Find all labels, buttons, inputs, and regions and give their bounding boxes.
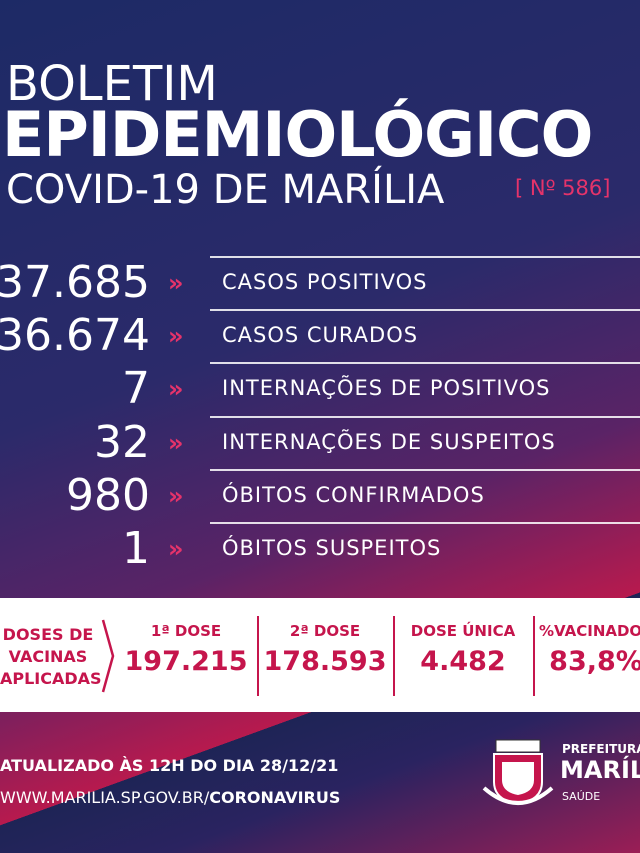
stat-label: CASOS POSITIVOS — [222, 270, 428, 294]
vaccine-heading: DOSES DE VACINAS APLICADAS — [0, 624, 102, 690]
chevron: » — [168, 428, 184, 457]
vaccine-item: DOSE ÚNICA 4.482 — [393, 622, 533, 677]
separator — [210, 309, 640, 312]
vaccine-label: 1ª DOSE — [150, 622, 222, 640]
vaccine-value: 178.593 — [263, 646, 387, 677]
title-line1: BOLETIM — [6, 56, 218, 112]
separator — [210, 415, 640, 418]
coat-of-arms — [482, 739, 554, 806]
vaccine-value: 4.482 — [420, 646, 506, 677]
url-base: WWW.MARILIA.SP.GOV.BR/ — [0, 788, 210, 807]
chevron: » — [168, 322, 184, 351]
chevron: » — [168, 535, 184, 563]
url: WWW.MARILIA.SP.GOV.BR/CORONAVIRUS — [0, 788, 340, 807]
logo-line1: PREFEITURA — [562, 742, 640, 756]
vaccine-value: 197.215 — [124, 646, 248, 677]
divider — [257, 616, 259, 696]
heading-line: APLICADAS — [0, 669, 102, 688]
title-line3: COVID-19 DE MARÍLIA — [6, 167, 445, 213]
stat-label: INTERNAÇÕES DE POSITIVOS — [222, 376, 551, 401]
chevron: » — [168, 481, 184, 510]
stat-label: ÓBITOS SUSPEITOS — [222, 536, 442, 560]
stat-value: 37.685 — [0, 257, 150, 308]
heading-line: VACINAS — [8, 647, 88, 666]
divider — [393, 616, 395, 696]
vaccine-label: DOSE ÚNICA — [410, 622, 516, 640]
title-line2: EPIDEMIOLÓGICO — [2, 98, 593, 171]
heading-line: DOSES DE — [2, 625, 94, 644]
separator — [210, 362, 640, 365]
vaccine-label: %VACINADOS — [539, 622, 640, 640]
separator — [210, 468, 640, 471]
url-bold: CORONAVIRUS — [209, 788, 341, 807]
stat-label: ÓBITOS CONFIRMADOS — [222, 482, 485, 507]
stat-value: 1 — [122, 523, 150, 574]
vaccine-value: 83,8% — [549, 646, 640, 677]
stat-value: 32 — [94, 416, 150, 468]
vaccine-item: 2ª DOSE 178.593 — [255, 622, 395, 677]
separator — [210, 256, 640, 258]
edition: [ Nº 586] — [515, 176, 611, 200]
logo-line3: SAÚDE — [562, 790, 601, 803]
bracket — [101, 619, 115, 693]
stat-label: INTERNAÇÕES DE SUSPEITOS — [222, 429, 556, 454]
divider — [533, 616, 535, 696]
chevron: » — [168, 269, 184, 297]
vaccine-band: DOSES DE VACINAS APLICADAS 1ª DOSE 197.21… — [0, 598, 640, 712]
stat-value: 980 — [66, 469, 150, 521]
updated: ATUALIZADO ÀS 12H DO DIA 28/12/21 — [0, 756, 339, 775]
chevron: » — [168, 375, 184, 404]
vaccine-label: 2ª DOSE — [289, 622, 361, 640]
stat-value: 36.674 — [0, 310, 150, 362]
vaccine-item: 1ª DOSE 197.215 — [116, 622, 256, 677]
vaccine-item: %VACINADOS 83,8% — [526, 622, 640, 677]
stat-label: CASOS CURADOS — [222, 323, 419, 348]
separator — [210, 522, 640, 524]
logo-line2: MARÍLIA — [560, 756, 640, 784]
stat-value: 7 — [122, 363, 150, 415]
